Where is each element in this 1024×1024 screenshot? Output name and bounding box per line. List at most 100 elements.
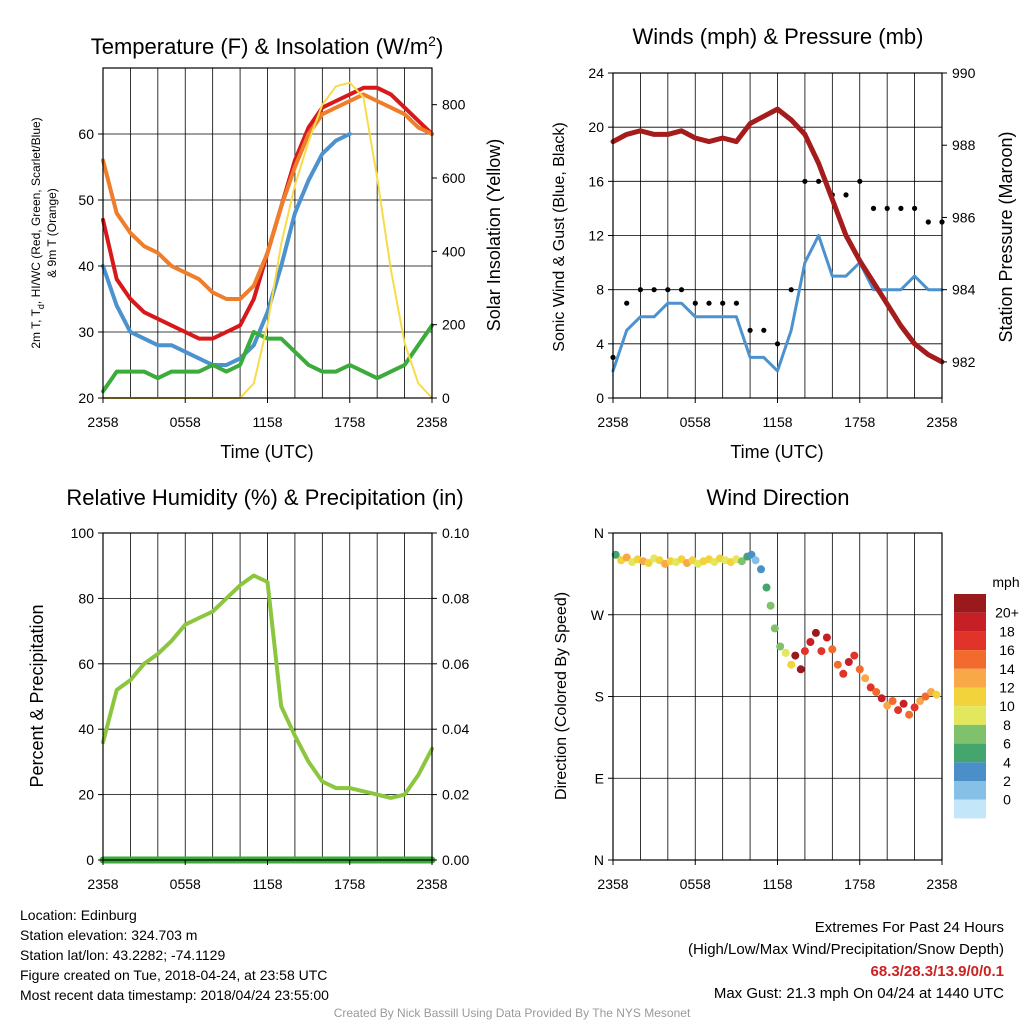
humidity-ytick-label: 80 (78, 590, 94, 606)
direction-point (791, 651, 800, 660)
direction-ytick-label: S (595, 689, 604, 705)
direction-point (806, 638, 815, 646)
speed-legend-swatch (954, 594, 986, 613)
direction-point (811, 628, 820, 637)
winds-gust-point (816, 178, 822, 184)
extremes-title: Extremes For Past 24 Hours (814, 919, 1004, 936)
direction-point (817, 647, 826, 656)
temperature-ylabel-left-line2: & 9m T (Orange) (45, 188, 59, 278)
figure: Temperature (F) & Insolation (W/m2) 2358… (27, 24, 1020, 892)
direction-point (747, 550, 756, 559)
winds-gust-point (788, 287, 794, 293)
direction-point (833, 660, 842, 669)
humidity-panel: Relative Humidity (%) & Precipitation (i… (27, 485, 469, 892)
temperature-ytick-label: 60 (78, 126, 94, 142)
humidity-ytick-label: 100 (71, 525, 95, 541)
direction-point (822, 633, 831, 642)
temperature-series (101, 81, 434, 399)
direction-point (877, 694, 886, 703)
temperature-ytick-label: 40 (78, 258, 94, 274)
direction-grid (613, 533, 942, 860)
temperature-series-td (101, 132, 352, 367)
winds-gust-point (843, 192, 849, 198)
direction-point (905, 710, 914, 719)
winds-ytick-label: 8 (596, 282, 604, 298)
temperature-ytick-label: 50 (78, 192, 94, 208)
direction-point (855, 665, 864, 674)
temperature-ytick-right-label: 400 (442, 243, 466, 259)
speed-legend-label: 16 (999, 642, 1015, 658)
direction-point (894, 706, 903, 715)
winds-ytick-right-label: 984 (952, 282, 976, 298)
winds-ylabel-right: Station Pressure (Maroon) (996, 131, 1016, 342)
humidity-ytick-right-label: 0.08 (442, 590, 469, 606)
speed-legend-swatch (954, 706, 986, 725)
direction-point (770, 624, 779, 633)
direction-point (644, 559, 653, 567)
temperature-ytick-label: 30 (78, 324, 94, 340)
winds-gust-point (678, 287, 685, 293)
humidity-ytick-right-label: 0.10 (442, 525, 469, 541)
direction-xtick-label: 0558 (680, 876, 711, 892)
credit-text: Created By Nick Bassill Using Data Provi… (333, 1006, 691, 1020)
speed-legend-swatch (954, 650, 986, 669)
created-text: Figure created on Tue, 2018-04-24, at 23… (20, 967, 328, 983)
humidity-title: Relative Humidity (%) & Precipitation (i… (66, 485, 463, 510)
winds-gust-point (720, 300, 726, 306)
humidity-xtick-label: 2358 (87, 876, 118, 892)
temperature-xtick-label: 1758 (334, 414, 365, 430)
winds-gust-point (884, 205, 890, 211)
direction-point (796, 665, 805, 674)
speed-legend-label: 20+ (995, 605, 1019, 621)
humidity-xtick-label: 2358 (416, 876, 447, 892)
humidity-xtick-label: 1158 (252, 876, 282, 892)
direction-point (888, 697, 897, 705)
winds-gust-point (706, 300, 712, 306)
winds-xtick-label: 2358 (597, 414, 628, 430)
direction-xtick-label: 1758 (844, 876, 875, 892)
direction-xtick-label: 2358 (926, 876, 957, 892)
humidity-xtick-label: 0558 (170, 876, 201, 892)
speed-legend-label: 6 (1003, 736, 1011, 752)
winds-ticks: 2358 0558 1158 1758 2358 0 4 8 12 16 20 24 982 984 986… (588, 65, 975, 430)
extremes-box: Extremes For Past 24 Hours (High/Low/Max… (688, 917, 1004, 1005)
direction-point (872, 688, 881, 696)
direction-point (787, 660, 796, 669)
winds-gust-point (870, 205, 877, 211)
direction-ytick-label: E (595, 770, 604, 786)
temperature-ytick-right-label: 600 (442, 170, 466, 186)
temperature-title: Temperature (F) & Insolation (W/m2) (91, 33, 444, 59)
temperature-panel: Temperature (F) & Insolation (W/m2) 2358… (29, 33, 504, 462)
humidity-ytick-label: 20 (78, 787, 94, 803)
winds-xtick-label: 1158 (762, 414, 792, 430)
direction-xtick-label: 1158 (762, 876, 792, 892)
winds-series-sonic-wind (611, 234, 944, 373)
speed-legend-label: 4 (1003, 754, 1011, 770)
direction-point (611, 550, 620, 559)
winds-series-station-pressure (610, 106, 945, 365)
humidity-ytick-right-label: 0.00 (442, 852, 469, 868)
speed-legend-swatch (954, 743, 986, 763)
winds-title: Winds (mph) & Pressure (mb) (633, 24, 924, 49)
winds-panel: Winds (mph) & Pressure (mb) 2358 0558 1158… (551, 24, 1016, 462)
temperature-grid (103, 68, 432, 398)
direction-ylabel-left: Direction (Colored By Speed) (553, 592, 570, 800)
direction-point (762, 583, 771, 592)
winds-series (610, 106, 945, 373)
humidity-ticks: 2358 0558 1158 1758 2358 0 20 40 60 80 100 0.00 0.02… (71, 525, 470, 892)
direction-ytick-label: W (591, 607, 605, 623)
winds-gust-point (857, 178, 863, 184)
winds-gust-point (925, 219, 931, 225)
direction-point (757, 565, 765, 574)
winds-ytick-right-label: 988 (952, 137, 976, 153)
winds-ytick-right-label: 986 (952, 209, 976, 225)
direction-point (800, 647, 809, 656)
speed-legend-swatch (954, 631, 986, 651)
winds-xtick-label: 2358 (926, 414, 957, 430)
winds-gust-point (898, 205, 904, 211)
winds-ytick-right-label: 982 (952, 354, 976, 370)
winds-xtick-label: 1758 (844, 414, 875, 430)
temperature-series-9m-t (101, 92, 434, 301)
speed-legend-label: 2 (1003, 773, 1011, 789)
humidity-ytick-label: 0 (86, 852, 94, 868)
